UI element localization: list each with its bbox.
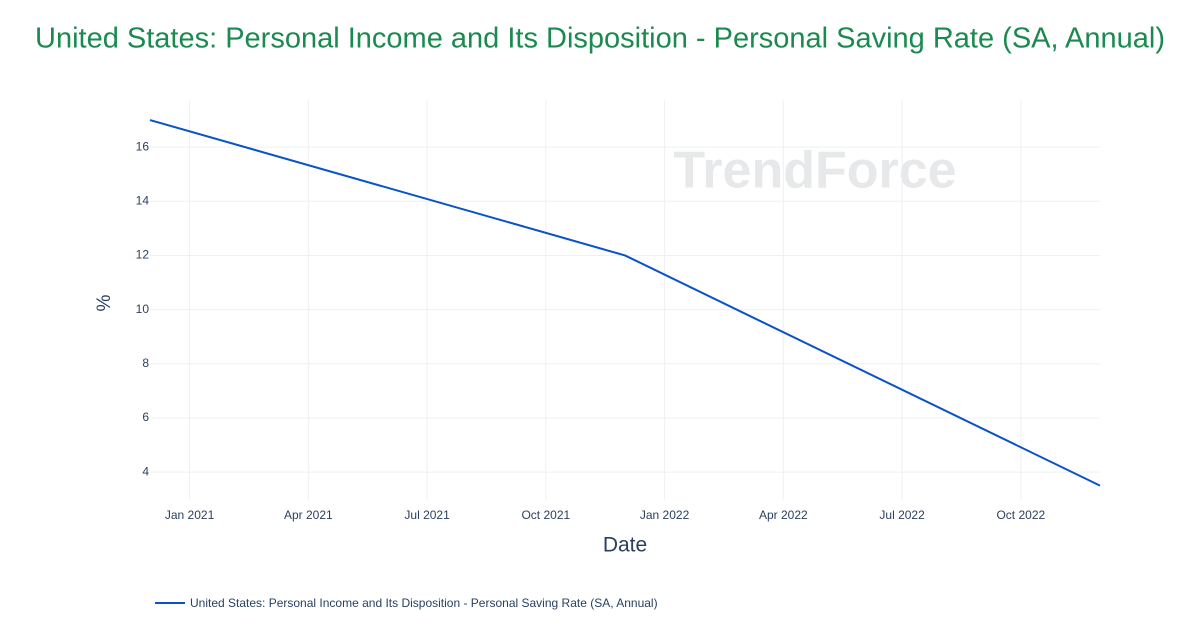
- legend-label: United States: Personal Income and Its D…: [190, 596, 658, 610]
- x-tick-label: Apr 2022: [759, 508, 808, 522]
- x-tick-label: Apr 2021: [284, 508, 333, 522]
- chart-title: United States: Personal Income and Its D…: [35, 23, 1165, 55]
- y-tick-label: 10: [136, 302, 150, 316]
- x-tick-label: Jan 2022: [640, 508, 690, 522]
- y-tick-label: 8: [142, 356, 149, 370]
- y-tick-label: 16: [136, 139, 150, 153]
- x-tick-label: Jan 2021: [165, 508, 215, 522]
- y-tick-label: 12: [136, 248, 150, 262]
- series-line: [149, 119, 1101, 487]
- x-tick-label: Jul 2022: [879, 508, 925, 522]
- x-tick-label: Oct 2021: [521, 508, 570, 522]
- y-tick-label: 4: [142, 464, 149, 478]
- y-axis-label: %: [94, 294, 115, 311]
- y-tick-label: 14: [136, 193, 150, 207]
- x-axis-label: Date: [603, 534, 647, 557]
- y-tick-label: 6: [142, 410, 149, 424]
- x-tick-label: Oct 2022: [996, 508, 1045, 522]
- watermark: TrendForce: [673, 142, 956, 200]
- x-tick-label: Jul 2021: [404, 508, 450, 522]
